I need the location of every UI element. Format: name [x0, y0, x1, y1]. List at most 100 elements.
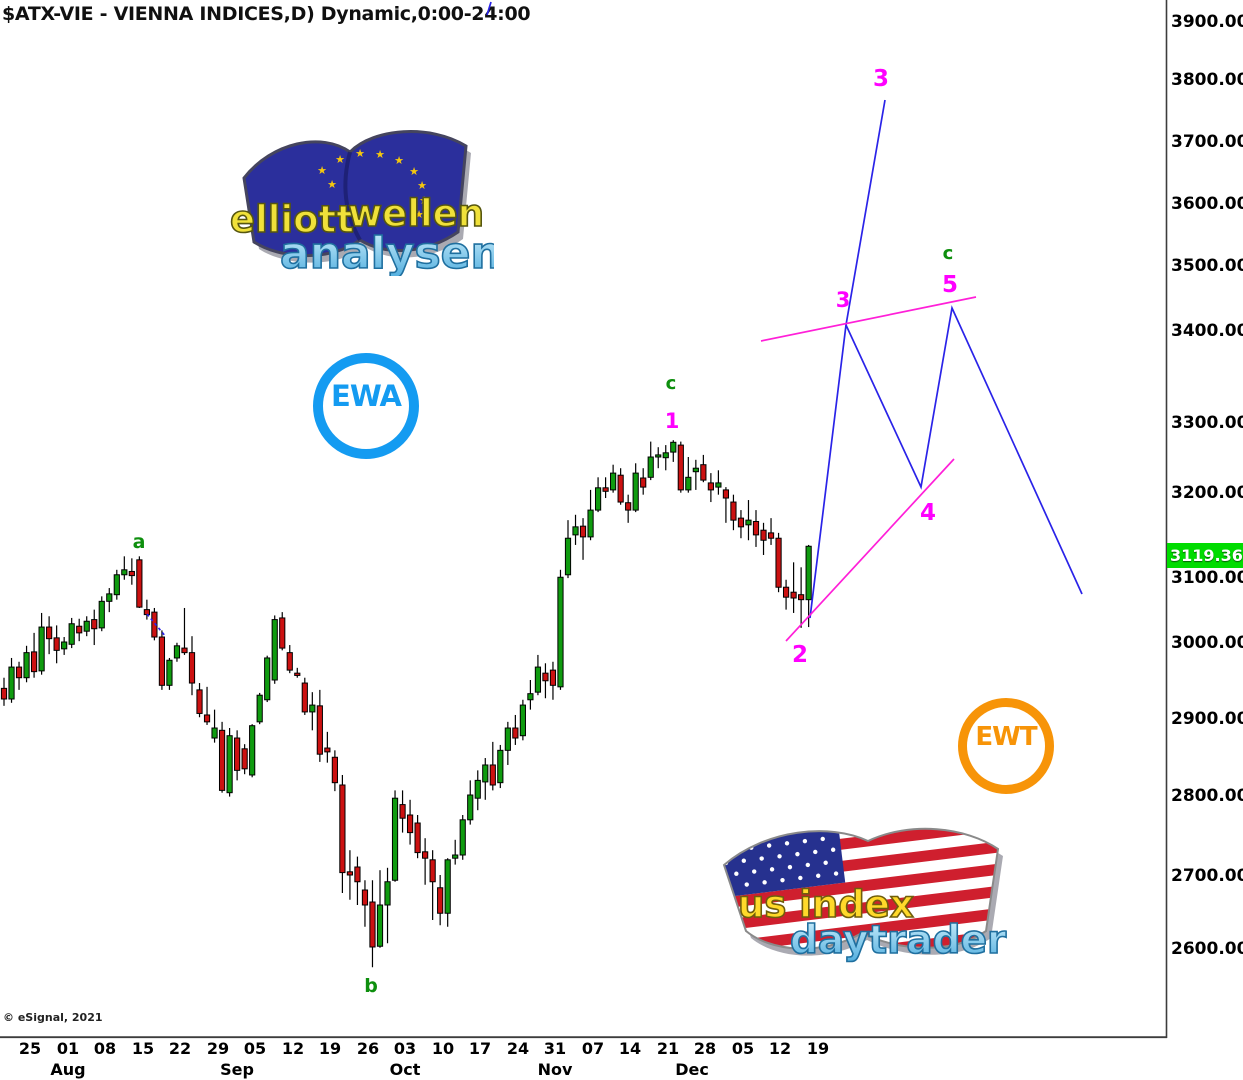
- eu-stars: ★★ ★ ★ ★★ ★★★ ★: [317, 147, 429, 221]
- x-axis-month-label: Oct: [390, 1060, 421, 1079]
- elliott-wave-projection-line: [845, 305, 1083, 595]
- elliott-wave-projection-line: [809, 99, 886, 619]
- logo-word-wellen: wellen: [348, 192, 484, 235]
- candle-body: [61, 641, 68, 650]
- candle-body: [271, 619, 278, 681]
- candle-body: [655, 454, 662, 458]
- candle-body: [354, 866, 361, 883]
- svg-text:★: ★: [327, 178, 337, 191]
- x-axis-tick-label: 25: [19, 1039, 41, 1058]
- candle-body: [76, 625, 83, 634]
- candle-body: [692, 467, 699, 473]
- svg-text:★: ★: [335, 153, 345, 166]
- candle-body: [760, 529, 767, 541]
- eu-flag-icon: ★★ ★ ★ ★★ ★★★ ★: [242, 130, 471, 263]
- candle-body: [83, 620, 90, 632]
- y-axis-tick-label: 3100.00: [1171, 568, 1243, 588]
- candle-body: [188, 652, 196, 684]
- candle-body: [346, 871, 354, 876]
- candle-body: [482, 764, 489, 783]
- wave-label: c: [666, 373, 677, 394]
- wave-label: 1: [665, 409, 680, 433]
- candle-body: [151, 611, 158, 638]
- ewt-badge: EWT: [958, 698, 1054, 794]
- candle-body: [594, 487, 602, 511]
- candle-body: [497, 749, 504, 784]
- candle-body: [527, 693, 534, 701]
- candle-body: [579, 525, 587, 538]
- x-axis-month-label: Dec: [675, 1060, 709, 1079]
- candle-body: [564, 537, 572, 576]
- x-axis-month-label: Nov: [538, 1060, 573, 1079]
- svg-text:★: ★: [419, 194, 429, 207]
- svg-text:★: ★: [417, 179, 427, 192]
- candle-body: [602, 487, 609, 492]
- candle-body: [737, 517, 745, 528]
- candle-body: [241, 748, 248, 770]
- candle-body: [128, 570, 135, 577]
- trendline: [760, 296, 977, 342]
- elliott-wave-projection-line: [486, 1, 492, 16]
- y-axis-tick-label: 3700.00: [1171, 132, 1243, 152]
- candle-body: [775, 537, 782, 588]
- logo-word-analysen: analysen: [280, 228, 494, 276]
- candle-body: [23, 652, 30, 679]
- candle-body: [286, 652, 293, 671]
- x-axis-tick-label: 22: [169, 1039, 191, 1058]
- candle-body: [121, 569, 128, 576]
- x-axis-tick-label: 19: [319, 1039, 341, 1058]
- candle-body: [489, 764, 496, 786]
- ewt-badge-label: EWT: [975, 722, 1037, 752]
- candle-body: [369, 901, 376, 948]
- candle-body: [68, 623, 75, 645]
- x-axis-tick-label: 05: [244, 1039, 266, 1058]
- candle-body: [309, 704, 316, 713]
- candle-body: [0, 687, 8, 700]
- chart-title: $ATX-VIE - VIENNA INDICES,D) Dynamic,0:0…: [2, 3, 531, 25]
- candle-body: [166, 659, 173, 686]
- candle-body: [399, 804, 406, 819]
- candle-body: [587, 509, 594, 538]
- candle-body: [632, 472, 639, 511]
- candle-body: [662, 452, 669, 459]
- candle-body: [534, 666, 542, 693]
- wave-label: b: [364, 975, 378, 997]
- candle-body: [38, 626, 45, 672]
- candle-body: [429, 859, 436, 883]
- candle-body: [707, 482, 714, 491]
- y-axis-tick-label: 2700.00: [1171, 866, 1243, 886]
- candle-body: [301, 682, 308, 713]
- candle-body: [294, 672, 301, 676]
- wave-label: 5: [942, 272, 958, 298]
- x-axis-month-label: Aug: [50, 1060, 85, 1079]
- logo-word-us-index: us index: [738, 883, 914, 926]
- candle-body: [437, 887, 444, 914]
- last-price-badge: 3119.360: [1167, 543, 1243, 568]
- wave-label: c: [943, 243, 954, 264]
- ewa-badge: EWA: [313, 353, 419, 459]
- candle-body: [264, 657, 271, 701]
- candle-body: [324, 747, 331, 753]
- x-axis-tick-label: 14: [619, 1039, 641, 1058]
- elliott-wellen-analysen-logo: ★ ★ ★ ★ ★ ★ ★ ★ ★ ★ elliott wellen analysen: [222, 116, 494, 276]
- trendline: [785, 458, 955, 642]
- svg-text:★: ★: [317, 164, 327, 177]
- y-axis-tick-label: 3400.00: [1171, 321, 1243, 341]
- x-axis-tick-label: 12: [282, 1039, 304, 1058]
- candle-body: [459, 819, 466, 856]
- candle-body: [279, 617, 286, 649]
- y-axis-tick-label: 3300.00: [1171, 413, 1243, 433]
- ewa-badge-label: EWA: [331, 379, 402, 413]
- candle-body: [722, 489, 730, 499]
- candle-body: [181, 647, 188, 654]
- candle-body: [782, 586, 790, 598]
- elliott-wave-projection-line: [146, 613, 167, 638]
- candle-body: [136, 559, 143, 608]
- candle-body: [234, 737, 241, 771]
- candle-body: [452, 854, 459, 859]
- candle-body: [504, 727, 511, 751]
- wave-label: 3: [836, 288, 851, 312]
- candle-body: [519, 704, 526, 737]
